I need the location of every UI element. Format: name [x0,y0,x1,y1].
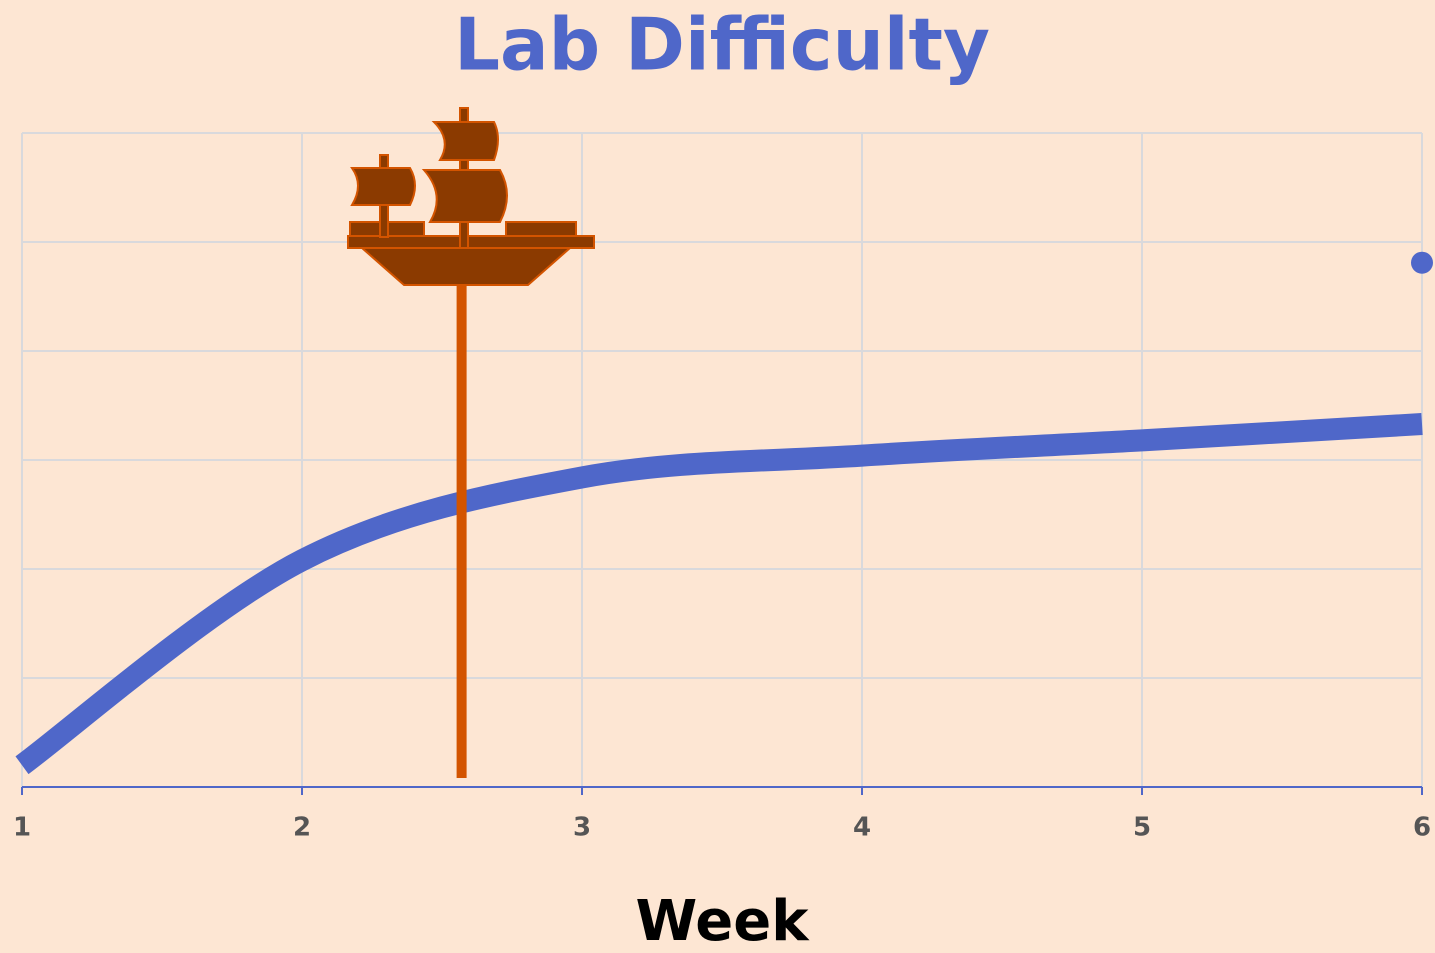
x-axis-label: Week [636,889,811,953]
x-tick-label: 1 [13,813,31,843]
x-tick-label: 3 [573,813,591,843]
x-tick-label: 2 [293,813,311,843]
data-line [15,413,1423,775]
marks [15,251,1433,778]
chart-title: Lab Difficulty [454,3,990,87]
x-tick-label: 5 [1133,813,1151,843]
grid: 1 2 3 4 5 6 [13,132,1431,843]
ship-icon [347,107,595,286]
x-tick-label: 6 [1413,813,1431,843]
x-tick-label: 4 [853,813,871,843]
line-point [1411,251,1433,274]
